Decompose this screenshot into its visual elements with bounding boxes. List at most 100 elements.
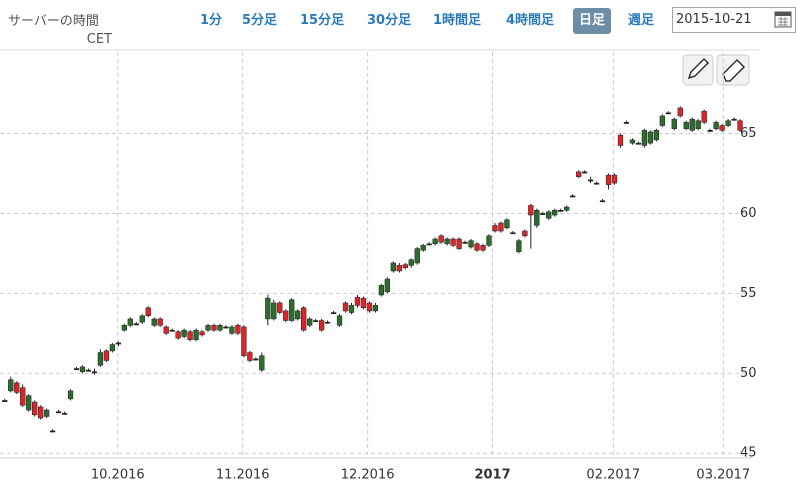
candle-body (504, 219, 510, 229)
candle-body (151, 318, 157, 326)
timezone: CET (86, 32, 112, 47)
candle-body (587, 179, 594, 182)
candle-body (438, 235, 444, 243)
candle-body (26, 395, 32, 411)
candle-body (306, 318, 313, 326)
interval-button[interactable]: 1時間足 (433, 13, 482, 28)
y-tick-label: 65 (740, 126, 757, 141)
candle-body (139, 315, 145, 323)
candle-body (67, 390, 74, 400)
x-tick-label: 03.2017 (696, 468, 750, 483)
candle-body (79, 366, 86, 372)
candle-body (229, 326, 235, 334)
candle-body (121, 325, 127, 331)
x-tick-label: 02.2017 (586, 468, 640, 483)
interval-button[interactable]: 15分足 (300, 13, 345, 28)
candle-body (659, 115, 665, 126)
candle-body (61, 412, 68, 415)
candle-body (647, 131, 654, 144)
candle-body (49, 430, 56, 433)
candle-body (731, 118, 737, 121)
candle-body (713, 122, 719, 129)
candle-body (283, 310, 289, 321)
candle-body (115, 342, 122, 345)
candle-body (564, 206, 570, 211)
candle-body (408, 259, 414, 266)
eraser-icon (722, 58, 746, 82)
candle-body (629, 139, 636, 144)
candle-body (611, 174, 618, 184)
calendar-grid (778, 17, 788, 26)
y-tick-label: 60 (740, 206, 757, 221)
candle-body (277, 302, 283, 313)
candle-body (665, 112, 671, 115)
candle-body (725, 120, 731, 126)
x-tick-label: 12.2016 (341, 468, 395, 483)
candle-body (145, 307, 151, 316)
candle-body (127, 318, 133, 326)
candle-body (402, 264, 408, 269)
candle-body (707, 130, 713, 132)
candle-body (366, 302, 373, 312)
candle-body (295, 310, 301, 320)
candle-body (205, 325, 211, 331)
candle-body (85, 369, 92, 372)
interval-button[interactable]: 週足 (628, 13, 655, 28)
candle-body (163, 326, 169, 334)
candle-body (635, 142, 642, 145)
interval-button-selected[interactable]: 日足 (573, 8, 612, 34)
candle-body (169, 329, 175, 332)
candle-body (109, 344, 116, 352)
candle-body (211, 325, 217, 331)
candle-body (414, 248, 420, 264)
interval-button[interactable]: 30分足 (367, 13, 412, 28)
candle-body (187, 331, 193, 340)
y-tick-label: 50 (740, 366, 757, 381)
draw-tool[interactable] (682, 54, 714, 86)
candle-body (516, 240, 522, 253)
candle-body (420, 245, 426, 251)
candle-body (474, 243, 480, 251)
candle-body (558, 209, 564, 212)
candle-body (324, 321, 331, 324)
candle-body (241, 326, 247, 356)
candle-body (318, 320, 325, 331)
candle-body (432, 238, 438, 245)
candle-body (32, 401, 38, 416)
calendar-icon[interactable] (774, 11, 792, 28)
x-tick-label: 10.2016 (91, 468, 145, 483)
candle-body (599, 200, 606, 203)
candle-body (271, 302, 277, 320)
candle-body (390, 262, 396, 272)
candle-body (259, 355, 265, 371)
candle-body (43, 409, 50, 417)
candle-body (55, 411, 62, 414)
candle-body (181, 329, 187, 337)
candle-body (97, 352, 104, 366)
candle-body (73, 368, 80, 370)
erase-tool[interactable] (716, 54, 750, 86)
interval-button[interactable]: 5分足 (242, 13, 278, 28)
pencil-icon (687, 57, 710, 80)
candle-body (20, 387, 26, 406)
candle-body (354, 297, 361, 306)
candle-body (193, 329, 199, 340)
candle-body (671, 118, 677, 129)
candle-body (14, 382, 20, 393)
date-input[interactable]: 2015-10-21 (672, 7, 796, 33)
calendar-top (775, 12, 791, 16)
candle-body (570, 195, 576, 198)
interval-button[interactable]: 4時間足 (506, 13, 555, 28)
candle-body (575, 171, 582, 177)
candle-body (342, 302, 349, 312)
candle-body (426, 243, 432, 246)
candle-body (623, 122, 630, 124)
candle-body (103, 350, 110, 361)
interval-button[interactable]: 1分 (200, 13, 223, 28)
candle-body (336, 315, 343, 326)
candle-body (534, 209, 540, 226)
candle-body (253, 358, 259, 361)
candle-body (223, 326, 229, 329)
candle-body (157, 318, 163, 326)
